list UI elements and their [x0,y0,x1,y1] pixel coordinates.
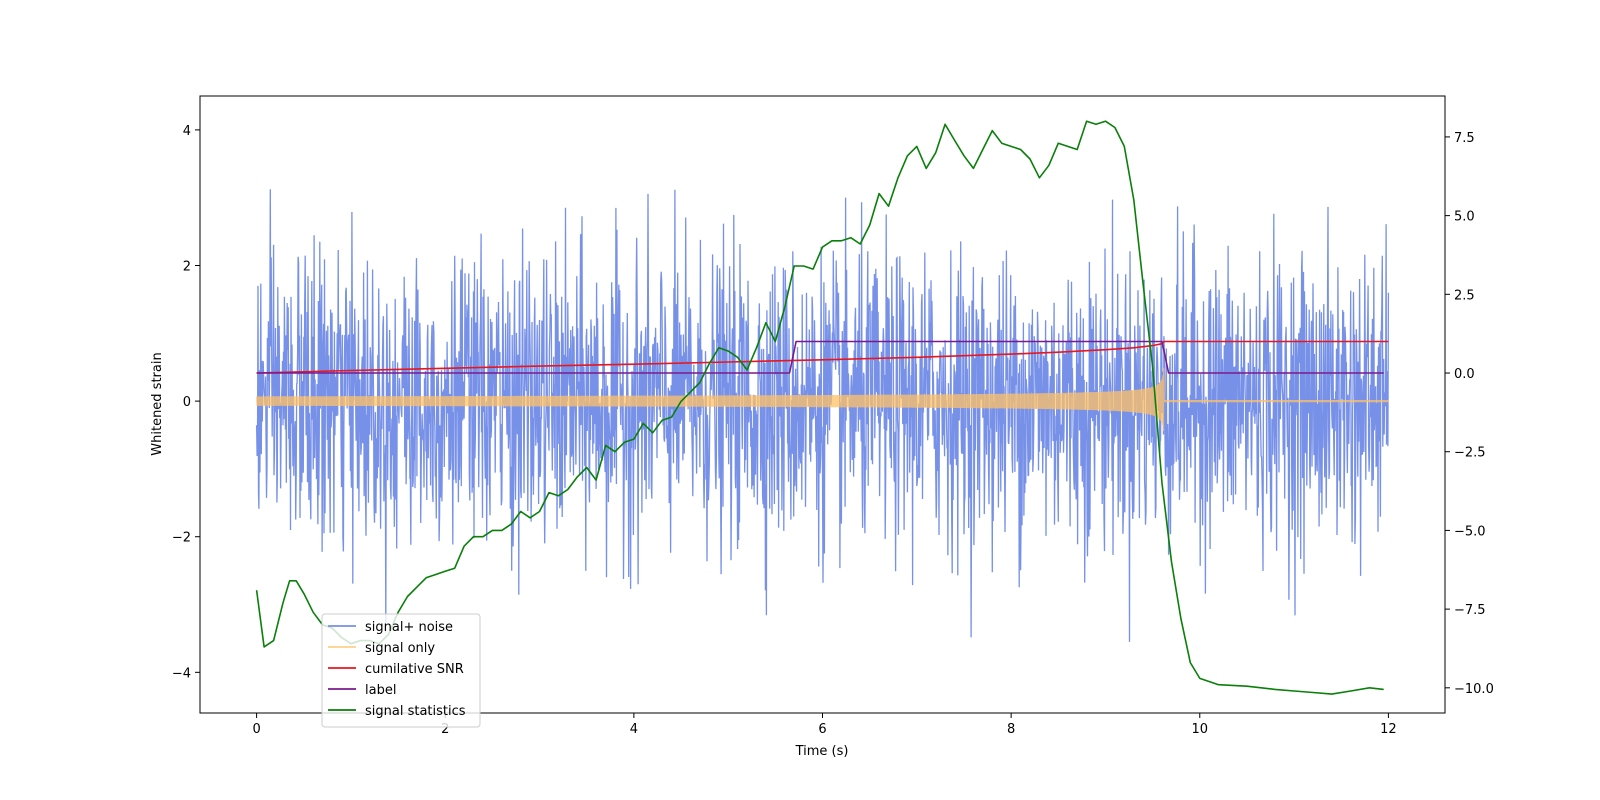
x-tick-label: 10 [1191,722,1208,737]
y-tick-label: −4 [172,666,191,681]
y-tick-label: −2 [172,531,191,546]
x-tick-label: 12 [1380,722,1397,737]
y2-tick-label: −10.0 [1454,682,1494,697]
x-tick-label: 8 [1007,722,1015,737]
y-axis-right: −10.0 −7.5 −5.0 −2.5 0.0 2.5 5.0 7.5 [1445,131,1494,697]
y2-tick-label: 5.0 [1454,210,1475,225]
legend: signal+ noise signal only cumilative SNR la… [321,613,481,728]
y-tick-label: 0 [183,395,191,410]
legend-label: signal only [365,641,435,656]
x-tick-label: 6 [818,722,826,737]
series-signal-only-line [255,367,1390,432]
legend-label: signal+ noise [365,620,453,635]
y-axis-label: Whitened strain [150,352,165,455]
y-tick-label: 2 [183,260,191,275]
y2-tick-label: 0.0 [1454,367,1475,382]
y2-tick-label: −7.5 [1454,603,1486,618]
y2-tick-label: 7.5 [1454,131,1475,146]
legend-label: label [365,683,396,698]
legend-label: cumilative SNR [365,662,464,677]
series-signal-statistics-line [255,120,1384,695]
legend-box [321,613,481,728]
series-label-line [256,340,1384,374]
y2-tick-label: 2.5 [1454,288,1475,303]
y-axis-left: −4 −2 0 2 4 [172,124,200,681]
y2-tick-label: −5.0 [1454,524,1486,539]
x-tick-label: 2 [441,722,449,737]
series-layer [255,120,1390,695]
x-tick-label: 0 [252,722,260,737]
y-tick-label: 4 [183,124,191,139]
x-axis-label: Time (s) [795,744,849,759]
legend-label: signal statistics [365,704,466,719]
series-cumilative-snr-line [256,340,1389,374]
x-tick-label: 4 [630,722,638,737]
y2-tick-label: −2.5 [1454,446,1486,461]
